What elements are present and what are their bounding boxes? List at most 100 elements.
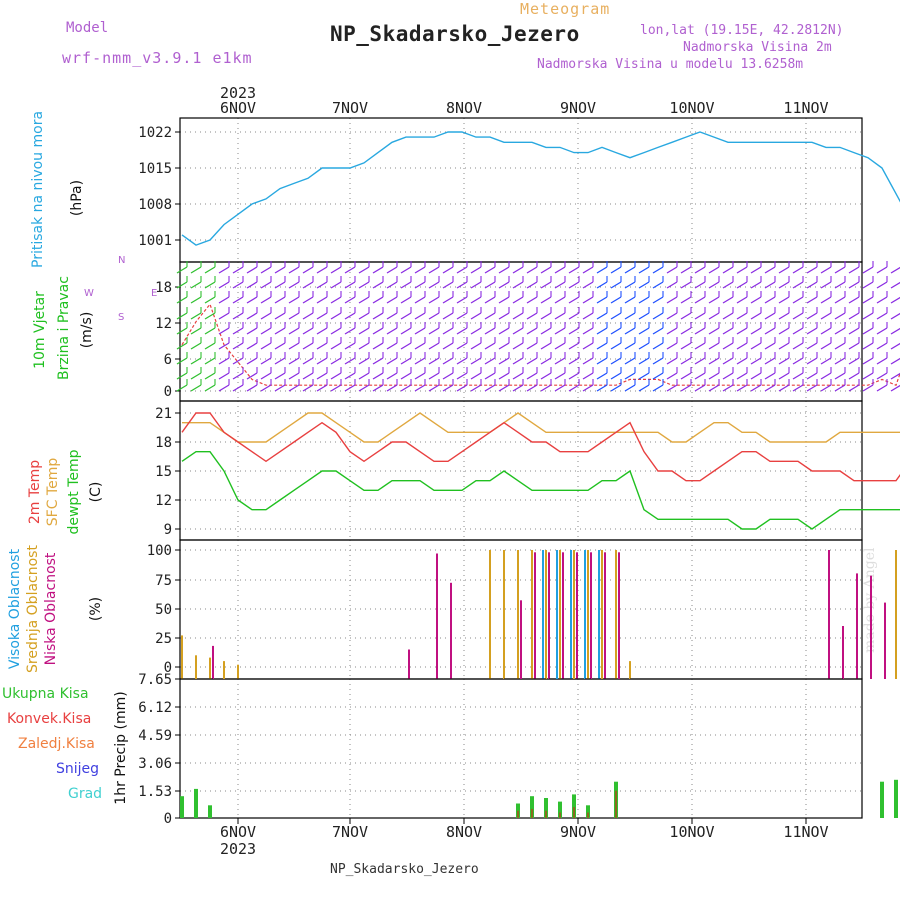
wind-barb	[722, 372, 734, 380]
wind-barb	[512, 296, 524, 304]
high-cloud-bar	[556, 550, 558, 679]
wind-barb	[708, 266, 720, 274]
wind-barb	[540, 342, 552, 350]
mid-cloud-bar	[503, 550, 505, 679]
wind-barb	[190, 372, 202, 380]
wind-barb	[330, 312, 342, 320]
wind-barb	[344, 281, 356, 289]
wind-barb	[722, 384, 734, 392]
wind-barb	[652, 342, 664, 350]
wind-barb	[246, 281, 258, 289]
wind-barb	[498, 357, 510, 365]
wind-barb	[246, 372, 258, 380]
low-cloud-bar	[618, 552, 620, 679]
wind-barb	[428, 384, 440, 392]
wind-barb	[568, 357, 580, 365]
wind-barb	[680, 296, 692, 304]
wind-barb	[806, 342, 818, 350]
wind-barb	[344, 312, 356, 320]
wind-barb	[358, 266, 370, 274]
wind-barb	[862, 384, 874, 392]
wind-barb	[204, 372, 216, 380]
wind-barb	[582, 372, 594, 380]
temp-2m-line	[181, 412, 900, 482]
wind-barb	[288, 281, 300, 289]
total-precip-bar	[572, 794, 576, 818]
y-tick-label: 21	[155, 406, 172, 422]
wind-barb	[498, 342, 510, 350]
wind-barb	[218, 296, 230, 304]
wind-barb	[610, 342, 622, 350]
wind-barb	[862, 372, 874, 380]
conv-precip-bar	[573, 807, 575, 818]
wind-barb	[274, 296, 286, 304]
mid-cloud-bar	[195, 655, 197, 679]
wind-barb	[456, 312, 468, 320]
mid-cloud-bar	[223, 661, 225, 679]
wind-barb	[694, 384, 706, 392]
wind-barb	[316, 372, 328, 380]
total-precip-bar	[530, 796, 534, 818]
y-tick-label: 1015	[138, 161, 172, 177]
legend-hail: Grad	[68, 786, 103, 802]
wind-barb	[666, 357, 678, 365]
wind-barb	[498, 312, 510, 320]
wind-barb	[736, 296, 748, 304]
wind-barb	[316, 296, 328, 304]
low-cloud-bar	[562, 552, 564, 679]
wind-barb	[260, 281, 272, 289]
conv-precip-bar	[587, 812, 589, 818]
wind-barb	[610, 357, 622, 365]
wind-barb	[862, 266, 874, 274]
wind-barb	[484, 296, 496, 304]
wind-barb	[820, 342, 832, 350]
wind-barb	[736, 357, 748, 365]
wind-barb	[764, 372, 776, 380]
wind-barb	[414, 327, 426, 335]
low-cloud-bar	[884, 602, 886, 679]
wind-barb	[414, 281, 426, 289]
lonlat-label: lon,lat (19.15E, 42.2812N)	[640, 23, 844, 38]
wind-barb	[666, 296, 678, 304]
wind-barb	[890, 357, 900, 365]
wind-barb	[232, 357, 244, 365]
wind-barb	[470, 266, 482, 274]
sfc-temp-line	[182, 412, 900, 443]
wind-barb	[554, 342, 566, 350]
wind-barb	[386, 372, 398, 380]
wind-barb	[638, 327, 650, 335]
wind-barb	[750, 384, 762, 392]
wind-barb	[302, 357, 314, 365]
station-altitude: Nadmorska Visina 2m	[683, 40, 832, 55]
wind-barb	[204, 384, 216, 392]
wind-barb	[512, 266, 524, 274]
wind-barb	[554, 281, 566, 289]
wind-barb	[176, 266, 188, 274]
wind-barb	[652, 327, 664, 335]
low-cloud-bar	[436, 553, 438, 679]
wind-barb	[596, 342, 608, 350]
wind-barb	[442, 384, 454, 392]
wind-barb	[610, 296, 622, 304]
wind-barb	[834, 312, 846, 320]
model-altitude: Nadmorska Visina u modelu 13.6258m	[537, 57, 804, 72]
legend-conv-rain: Konvek.Kisa	[7, 711, 92, 727]
low-cloud-bar	[212, 645, 214, 679]
wind-barb	[666, 384, 678, 392]
wind-barb	[484, 327, 496, 335]
wind-barb	[750, 296, 762, 304]
low-cloud-bar	[590, 552, 592, 679]
wind-barb	[526, 266, 538, 274]
wind-barb	[862, 327, 874, 335]
wind-barb	[274, 281, 286, 289]
wind-barb	[484, 312, 496, 320]
wind-barb	[470, 372, 482, 380]
wind-barb	[442, 296, 454, 304]
wind-barb	[582, 312, 594, 320]
year-label-top: 2023	[220, 84, 256, 102]
wind-barb	[876, 312, 888, 320]
wind-barb	[260, 327, 272, 335]
total-precip-bar	[544, 798, 548, 818]
wind-barb	[302, 281, 314, 289]
wind-barb	[848, 327, 860, 335]
